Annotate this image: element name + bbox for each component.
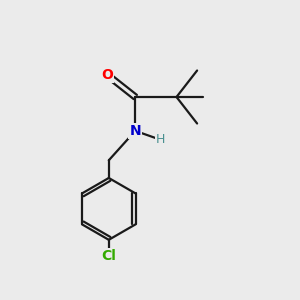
Text: N: N <box>130 124 141 138</box>
Text: O: O <box>101 68 113 82</box>
Text: H: H <box>156 133 165 146</box>
Text: Cl: Cl <box>101 249 116 263</box>
